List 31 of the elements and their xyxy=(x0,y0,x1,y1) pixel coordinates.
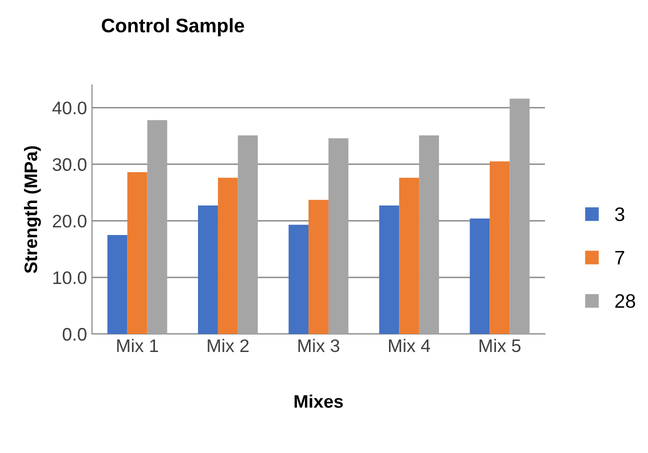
bar xyxy=(127,172,148,334)
bar xyxy=(218,178,238,334)
chart-title: Control Sample xyxy=(102,18,244,36)
bar xyxy=(490,161,510,334)
y-tick-label: 20.0 xyxy=(52,214,86,228)
bar xyxy=(379,206,400,334)
bar xyxy=(399,178,420,334)
x-tick-label: Mix 1 xyxy=(117,338,158,352)
legend-label: 3 xyxy=(615,207,624,222)
y-axis-title: Strength (MPa) xyxy=(24,146,41,274)
bar xyxy=(419,135,439,334)
bar xyxy=(328,138,348,334)
legend-label: 7 xyxy=(615,250,624,264)
bar xyxy=(470,218,490,334)
x-tick-label: Mix 4 xyxy=(389,338,430,352)
bar xyxy=(288,224,309,334)
bar xyxy=(147,120,168,334)
x-axis-title: Mixes xyxy=(294,394,343,408)
bar xyxy=(308,200,328,334)
y-tick-label: 0.0 xyxy=(62,328,86,341)
bar xyxy=(107,234,128,334)
bar xyxy=(198,206,218,334)
bar xyxy=(510,98,530,334)
y-tick-label: 10.0 xyxy=(53,271,86,284)
y-tick-label: 30.0 xyxy=(52,158,86,171)
x-tick-label: Mix 2 xyxy=(208,338,249,352)
x-tick-label: Mix 3 xyxy=(298,338,340,352)
x-tick-label: Mix 5 xyxy=(480,338,521,352)
legend-label: 28 xyxy=(615,294,636,308)
y-tick-label: 40.0 xyxy=(52,102,86,114)
bar xyxy=(238,135,258,334)
